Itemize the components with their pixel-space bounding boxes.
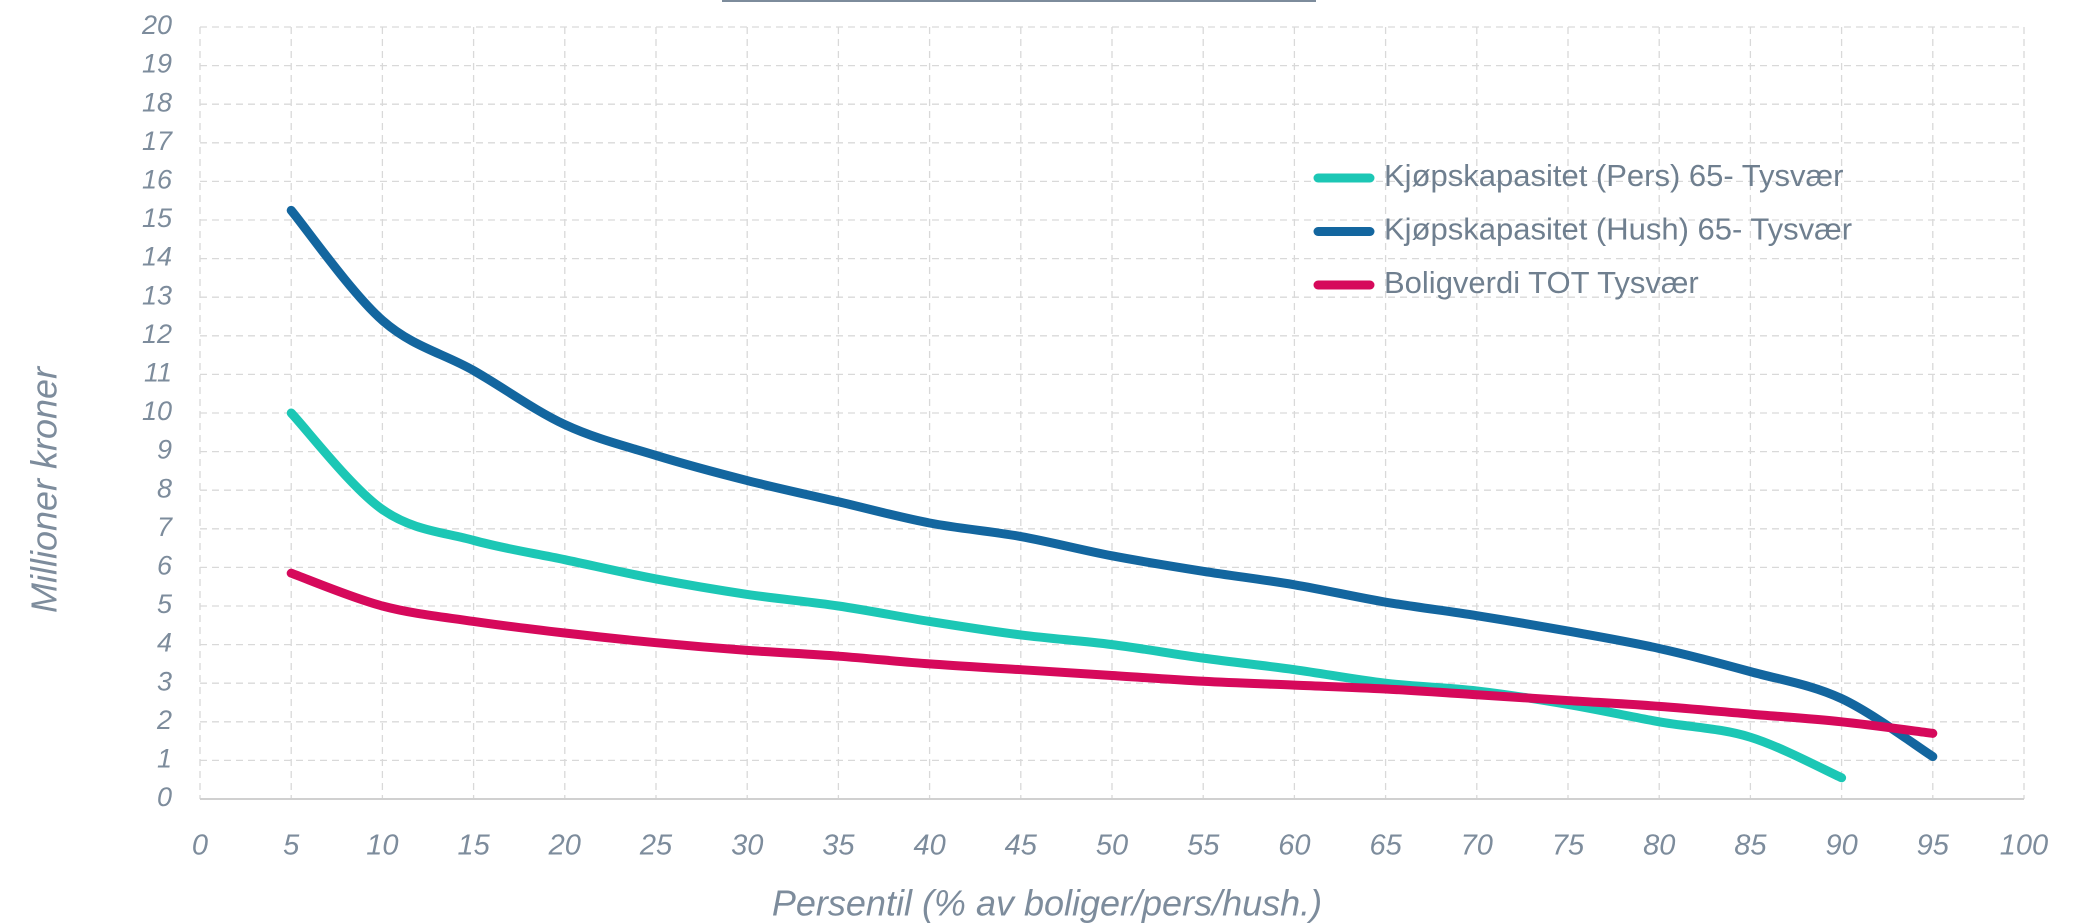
y-axis-label: Millioner kroner	[24, 365, 65, 613]
y-tick-label: 3	[157, 666, 172, 696]
x-tick-label: 65	[1369, 830, 1402, 862]
x-tick-label: 50	[1096, 830, 1128, 862]
x-tick-label: 100	[2000, 830, 2048, 862]
x-tick-label: 40	[913, 830, 945, 862]
x-tick-label: 30	[731, 830, 763, 862]
y-tick-label: 6	[157, 551, 173, 581]
y-tick-label: 16	[142, 165, 173, 195]
y-tick-label: 17	[142, 126, 173, 156]
y-tick-label: 4	[157, 628, 172, 658]
y-tick-label: 0	[157, 782, 172, 812]
series-line	[286, 568, 1938, 738]
x-tick-label: 20	[548, 830, 581, 862]
y-tick-label: 15	[142, 203, 173, 233]
series-line	[286, 408, 1847, 783]
x-tick-label: 70	[1461, 830, 1493, 862]
x-axis-label: Persentil (% av boliger/pers/hush.)	[772, 883, 1322, 924]
y-tick-label: 12	[142, 319, 172, 349]
legend-label: Kjøpskapasitet (Pers) 65- Tysvær	[1384, 158, 1843, 193]
x-tick-label: 95	[1917, 830, 1950, 862]
legend-label: Kjøpskapasitet (Hush) 65- Tysvær	[1384, 212, 1852, 247]
legend-label: Boligverdi TOT Tysvær	[1384, 265, 1699, 300]
y-tick-label: 10	[142, 396, 172, 426]
x-tick-label: 10	[366, 830, 398, 862]
y-tick-label: 11	[144, 358, 172, 388]
y-tick-label: 14	[142, 242, 172, 272]
y-tick-label: 20	[141, 10, 172, 40]
x-tick-label: 0	[192, 830, 208, 862]
y-tick-label: 9	[157, 435, 172, 465]
x-tick-label: 45	[1005, 830, 1038, 862]
y-tick-label: 5	[157, 589, 173, 619]
y-tick-label: 1	[157, 744, 172, 774]
y-tick-label: 13	[142, 280, 172, 310]
y-tick-label: 8	[157, 473, 172, 503]
x-tick-label: 60	[1278, 830, 1310, 862]
y-tick-label: 2	[156, 705, 172, 735]
y-tick-label: 19	[142, 49, 172, 79]
x-tick-label: 55	[1187, 830, 1220, 862]
series-line	[286, 205, 1938, 762]
x-tick-label: 5	[283, 830, 300, 862]
x-tick-label: 35	[822, 830, 855, 862]
x-tick-label: 85	[1734, 830, 1767, 862]
x-tick-label: 25	[639, 830, 673, 862]
y-tick-label: 18	[142, 87, 172, 117]
x-tick-label: 15	[457, 830, 490, 862]
x-tick-label: 75	[1552, 830, 1585, 862]
x-tick-label: 80	[1643, 830, 1675, 862]
y-tick-label: 7	[157, 512, 173, 542]
x-tick-label: 90	[1825, 830, 1857, 862]
